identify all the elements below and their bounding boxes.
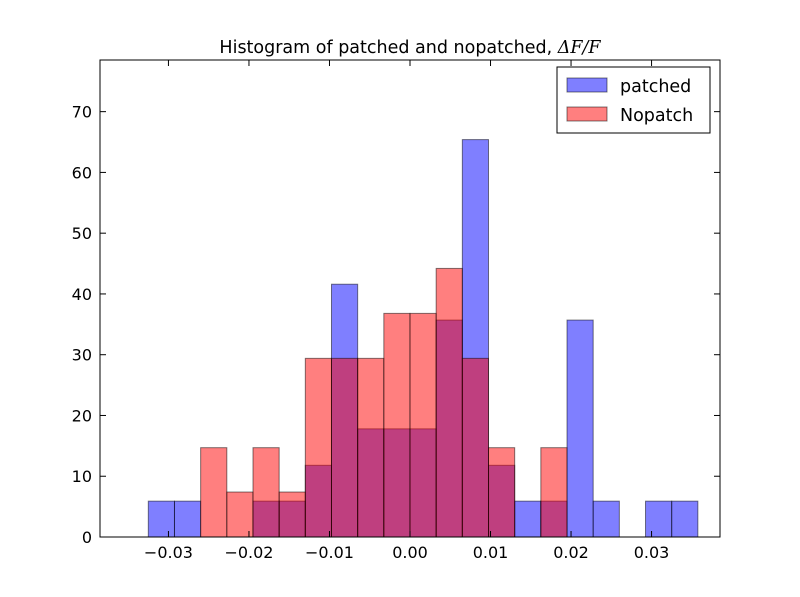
x-tick-label: 0.03 (634, 543, 670, 562)
y-tick-label: 50 (72, 224, 92, 243)
bars-layer (147, 139, 699, 538)
y-tick-label: 40 (72, 285, 92, 304)
bar-patched-17 (592, 500, 620, 538)
legend-swatch-patched (566, 77, 608, 93)
bar-nopatch-5 (330, 357, 359, 538)
bar-nopatch-4 (304, 357, 332, 538)
bar-nopatch-11 (488, 447, 516, 538)
bar-patched-1 (173, 500, 202, 538)
x-tick-label: 0.01 (473, 543, 509, 562)
bar-nopatch-0 (200, 447, 228, 538)
bar-patched-19 (645, 500, 673, 538)
bar-nopatch-3 (278, 491, 306, 538)
bar-patched-20 (671, 500, 699, 538)
x-tick-label: 0.02 (553, 543, 589, 562)
bar-patched-0 (147, 500, 175, 538)
y-tick-label: 70 (72, 103, 92, 122)
bar-patched-14 (514, 500, 542, 538)
chart-title-text: Histogram of patched and nopatched, (219, 38, 557, 58)
x-tick-label: −0.02 (224, 543, 273, 562)
legend-label-patched: patched (620, 77, 691, 97)
ticks-layer: −0.03 −0.02 −0.01 0.00 0.01 0.02 0.03 0 10 20 30 40… (72, 60, 720, 562)
bar-nopatch-7 (383, 312, 411, 538)
bar-nopatch-9 (435, 267, 463, 538)
legend-swatch-nopatch (566, 106, 608, 122)
bar-nopatch-10 (461, 357, 490, 538)
chart-title-math: ΔF/F (557, 38, 602, 58)
y-tick-label: 0 (82, 528, 92, 547)
x-tick-label: 0.00 (392, 543, 428, 562)
y-tick-label: 30 (72, 346, 92, 365)
y-tick-label: 20 (72, 406, 92, 425)
bar-nopatch-8 (409, 312, 437, 538)
legend-label-nopatch: Nopatch (620, 106, 693, 126)
x-tick-label: −0.03 (144, 543, 193, 562)
y-tick-label: 10 (72, 467, 92, 486)
y-tick-label: 60 (72, 163, 92, 182)
bar-patched-16 (566, 319, 594, 538)
chart-title: Histogram of patched and nopatched, ΔF/F (219, 38, 601, 58)
legend: patched Nopatch (556, 66, 711, 134)
x-tick-label: −0.01 (305, 543, 354, 562)
bar-nopatch-6 (357, 357, 385, 538)
bar-nopatch-13 (540, 447, 568, 538)
bar-nopatch-1 (226, 491, 254, 538)
bar-nopatch-2 (252, 447, 280, 538)
